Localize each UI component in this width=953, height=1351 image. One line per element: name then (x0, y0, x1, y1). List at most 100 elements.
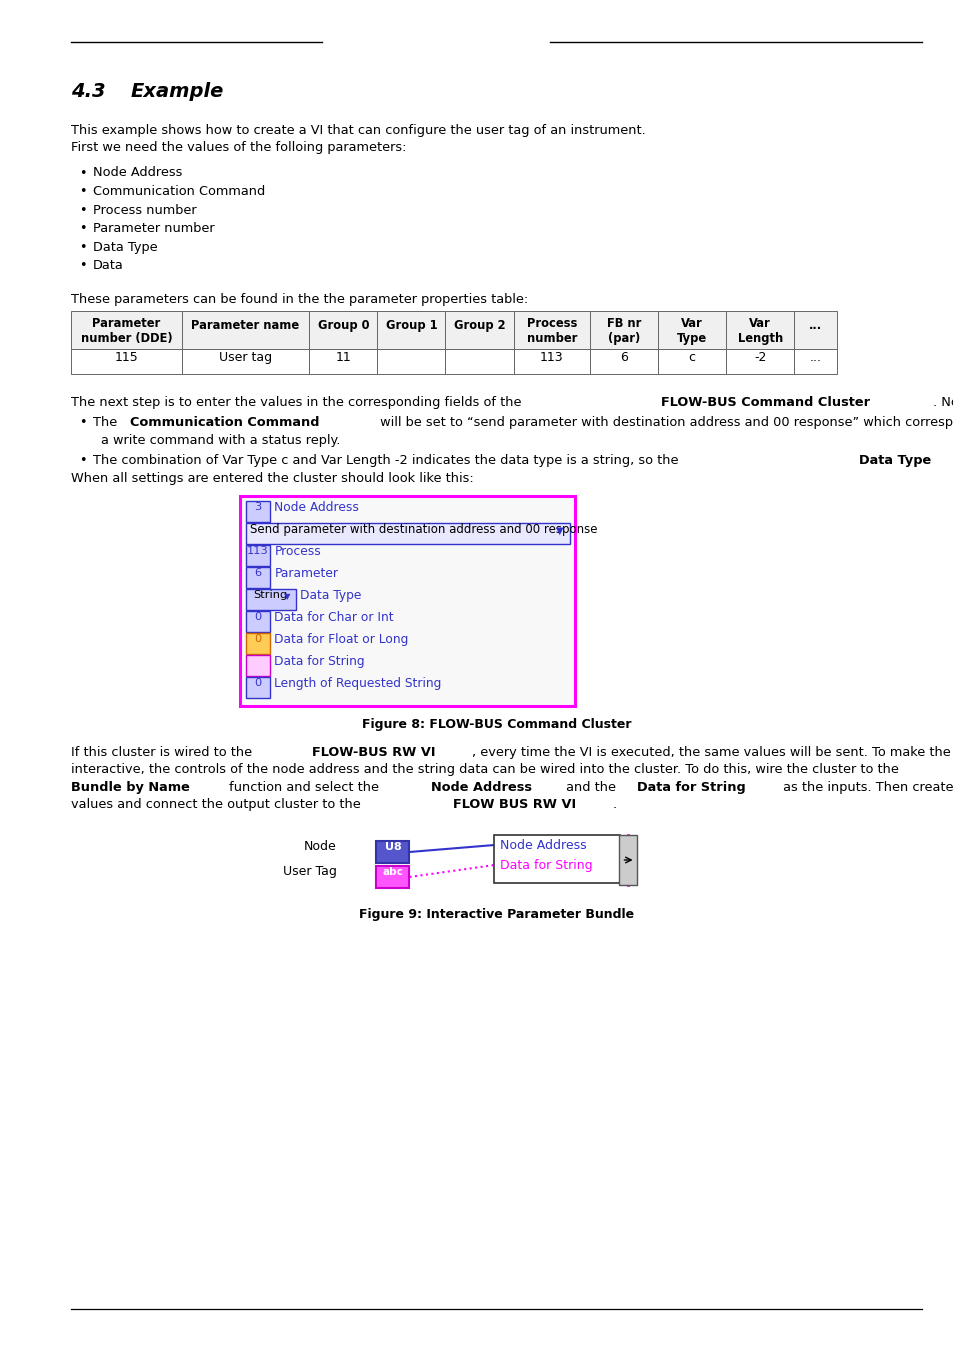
Text: Length: Length (737, 331, 782, 345)
Text: U8: U8 (384, 842, 401, 852)
Text: .: . (612, 798, 616, 811)
Bar (181, 349, 309, 373)
Text: Data Type: Data Type (858, 454, 930, 466)
Text: Bundle by Name: Bundle by Name (71, 781, 190, 793)
Text: First we need the values of the folloing parameters:: First we need the values of the folloing… (71, 142, 406, 154)
Text: Send parameter with destination address and 00 response: Send parameter with destination address … (251, 523, 598, 536)
Bar (725, 311, 794, 349)
Bar (181, 311, 309, 349)
Bar (245, 589, 295, 609)
Bar (240, 496, 575, 705)
Text: 11: 11 (335, 350, 351, 363)
Text: Communication Command: Communication Command (130, 416, 319, 428)
Text: Parameter number: Parameter number (92, 222, 214, 235)
Text: Data Type: Data Type (92, 240, 157, 254)
Text: •: • (79, 166, 87, 180)
Text: Data: Data (92, 259, 124, 272)
Bar (658, 311, 725, 349)
Bar (245, 634, 269, 654)
Text: 4.3: 4.3 (71, 82, 106, 101)
Text: •: • (79, 204, 87, 216)
Text: 0: 0 (253, 612, 261, 623)
Text: and the: and the (561, 781, 619, 793)
Text: ▼: ▼ (556, 526, 562, 535)
Text: function and select the: function and select the (225, 781, 383, 793)
Bar (245, 567, 269, 588)
Bar (245, 677, 269, 698)
Text: Process: Process (274, 544, 321, 558)
Text: will be set to String.: will be set to String. (952, 454, 953, 466)
Text: FLOW BUS RW VI: FLOW BUS RW VI (452, 798, 576, 811)
Bar (309, 349, 377, 373)
Text: Type: Type (677, 331, 706, 345)
Text: Parameter name: Parameter name (192, 319, 299, 332)
Text: ...: ... (809, 350, 821, 363)
Text: Node Address: Node Address (92, 166, 182, 180)
Bar (376, 866, 409, 888)
Text: •: • (79, 185, 87, 199)
Text: 3: 3 (253, 503, 261, 512)
Text: Node Address: Node Address (274, 501, 359, 513)
Text: c: c (688, 350, 695, 363)
Text: number (DDE): number (DDE) (80, 331, 172, 345)
Text: Data Type: Data Type (300, 589, 361, 603)
Text: Var: Var (749, 316, 770, 330)
Text: values and connect the output cluster to the: values and connect the output cluster to… (71, 798, 364, 811)
Text: The combination of Var Type c and Var Length -2 indicates the data type is a str: The combination of Var Type c and Var Le… (92, 454, 682, 466)
Text: Process number: Process number (92, 204, 196, 216)
Bar (658, 349, 725, 373)
Text: Data for String: Data for String (637, 781, 745, 793)
Bar (245, 655, 269, 676)
Bar (309, 311, 377, 349)
Text: 113: 113 (539, 350, 563, 363)
Text: FLOW-BUS Command Cluster: FLOW-BUS Command Cluster (660, 396, 870, 408)
Text: Parameter: Parameter (274, 567, 338, 580)
Text: ...: ... (808, 319, 821, 332)
Text: -2: -2 (753, 350, 765, 363)
Text: FB nr: FB nr (606, 316, 640, 330)
Text: 115: 115 (114, 350, 138, 363)
Text: a write command with a status reply.: a write command with a status reply. (101, 434, 340, 446)
Bar (590, 311, 658, 349)
Text: Node Address: Node Address (500, 839, 586, 851)
Text: 0: 0 (253, 635, 261, 644)
Text: , every time the VI is executed, the same values will be sent. To make the VI: , every time the VI is executed, the sam… (472, 746, 953, 758)
Bar (513, 311, 590, 349)
Bar (445, 349, 513, 373)
Text: number: number (526, 331, 577, 345)
Bar (794, 349, 836, 373)
Text: Length of Requested String: Length of Requested String (274, 677, 441, 690)
Text: 0: 0 (253, 678, 261, 689)
Text: User Tag: User Tag (282, 865, 336, 878)
Bar (725, 349, 794, 373)
Bar (71, 349, 181, 373)
Text: •: • (79, 454, 87, 466)
Bar (513, 349, 590, 373)
Text: ▼: ▼ (284, 592, 291, 601)
Text: FLOW-BUS RW VI: FLOW-BUS RW VI (312, 746, 435, 758)
Text: 113: 113 (247, 546, 268, 557)
Text: This example shows how to create a VI that can configure the user tag of an inst: This example shows how to create a VI th… (71, 124, 645, 136)
Text: interactive, the controls of the node address and the string data can be wired i: interactive, the controls of the node ad… (71, 763, 898, 775)
Text: These parameters can be found in the the parameter properties table:: These parameters can be found in the the… (71, 293, 528, 305)
Text: User tag: User tag (218, 350, 272, 363)
Text: Data for String: Data for String (274, 655, 365, 667)
Text: •: • (79, 222, 87, 235)
Bar (445, 311, 513, 349)
Text: Process: Process (526, 316, 577, 330)
Text: If this cluster is wired to the: If this cluster is wired to the (71, 746, 256, 758)
Text: •: • (79, 416, 87, 428)
Text: •: • (79, 240, 87, 254)
Text: Data for Char or Int: Data for Char or Int (274, 611, 394, 624)
Bar (71, 311, 181, 349)
Bar (245, 611, 269, 632)
Bar (377, 311, 445, 349)
Bar (377, 349, 445, 373)
Bar (590, 349, 658, 373)
Bar (245, 523, 569, 544)
Text: The: The (92, 416, 121, 428)
Text: Data for Float or Long: Data for Float or Long (274, 632, 409, 646)
Text: Node Address: Node Address (431, 781, 531, 793)
Text: 6: 6 (619, 350, 627, 363)
Text: The next step is to enter the values in the corresponding fields of the: The next step is to enter the values in … (71, 396, 525, 408)
